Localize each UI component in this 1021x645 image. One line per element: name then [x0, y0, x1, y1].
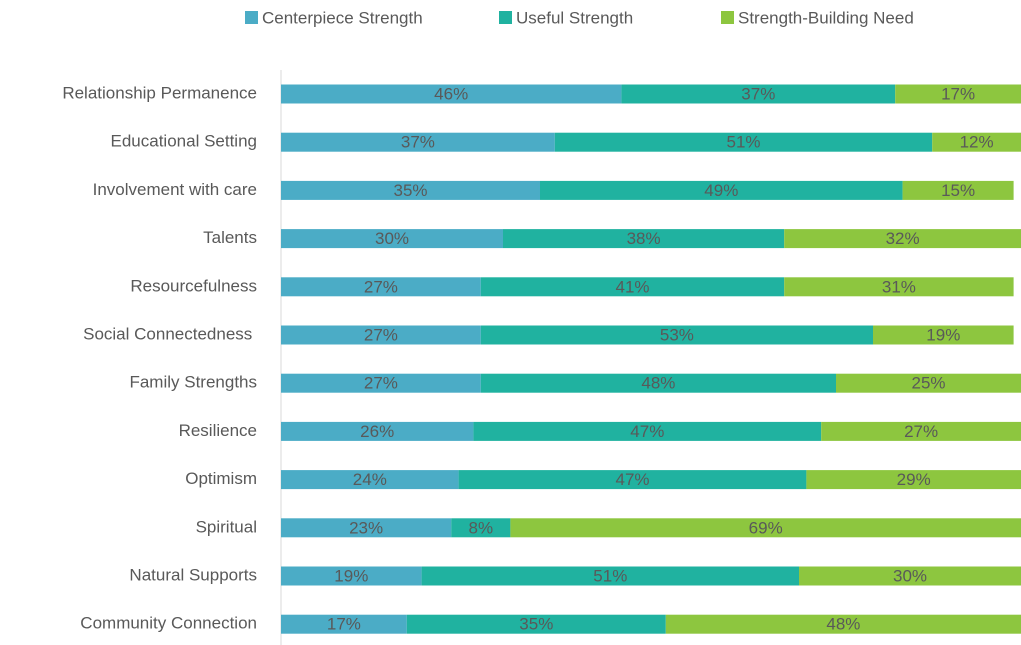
data-label: 69%: [749, 518, 783, 537]
y-tick-label: Talents: [203, 228, 257, 247]
y-tick-label: Spiritual: [196, 517, 257, 536]
data-label: 27%: [364, 277, 398, 296]
data-label: 51%: [593, 566, 627, 585]
data-label: 32%: [886, 229, 920, 248]
data-label: 19%: [334, 566, 368, 585]
data-label: 30%: [893, 566, 927, 585]
data-label: 47%: [615, 470, 649, 489]
data-label: 23%: [349, 518, 383, 537]
bar-segment: [281, 325, 481, 345]
data-label: 17%: [327, 615, 361, 634]
y-tick-label: Resourcefulness: [130, 276, 257, 295]
bar-segment: [480, 325, 873, 345]
legend-label: Strength-Building Need: [738, 8, 914, 27]
data-label: 38%: [627, 229, 661, 248]
y-tick-label: Social Connectedness: [83, 324, 257, 343]
bar-segment: [281, 566, 422, 586]
data-label: 35%: [393, 181, 427, 200]
y-tick-label: Family Strengths: [129, 373, 257, 392]
bar-segment: [784, 277, 1014, 297]
bar-segment: [281, 421, 474, 441]
data-label: 27%: [364, 374, 398, 393]
bar-segment: [281, 277, 481, 297]
data-label: 53%: [660, 325, 694, 344]
data-label: 49%: [704, 181, 738, 200]
data-label: 31%: [882, 277, 916, 296]
bar-segment: [480, 277, 785, 297]
bar-segment: [895, 84, 1021, 104]
y-tick-label: Natural Supports: [129, 565, 257, 584]
legend-label: Centerpiece Strength: [262, 8, 423, 27]
bar-segment: [480, 373, 836, 393]
data-label: 24%: [353, 470, 387, 489]
legend-label: Useful Strength: [516, 8, 633, 27]
bar-segment: [873, 325, 1014, 345]
data-label: 17%: [941, 84, 975, 103]
bar-segment: [510, 518, 1021, 538]
bar-segment: [281, 229, 503, 249]
y-tick-label: Relationship Permanence: [62, 83, 257, 102]
bar-segment: [836, 373, 1021, 393]
data-label: 8%: [469, 518, 494, 537]
data-label: 12%: [960, 133, 994, 152]
y-tick-label: Optimism: [185, 469, 257, 488]
bar-segment: [281, 132, 555, 152]
bar-segment: [784, 229, 1021, 249]
bar-segment: [281, 470, 459, 490]
data-label: 25%: [911, 374, 945, 393]
data-label: 46%: [434, 84, 468, 103]
bar-segment: [473, 421, 822, 441]
bar-segment: [451, 518, 511, 538]
bar-segment: [458, 470, 807, 490]
data-label: 19%: [926, 325, 960, 344]
data-label: 27%: [904, 422, 938, 441]
data-label: 37%: [401, 133, 435, 152]
bar-segment: [932, 132, 1021, 152]
bar-segment: [821, 421, 1021, 441]
data-label: 41%: [615, 277, 649, 296]
data-label: 26%: [360, 422, 394, 441]
data-label: 27%: [364, 325, 398, 344]
bar-segment: [281, 518, 452, 538]
y-tick-label: Community Connection: [80, 614, 257, 633]
legend-swatch: [245, 11, 258, 24]
data-label: 47%: [630, 422, 664, 441]
data-label: 37%: [741, 84, 775, 103]
legend-swatch: [721, 11, 734, 24]
bar-segment: [540, 180, 903, 200]
bar-segment: [281, 614, 407, 634]
bar-segment: [406, 614, 666, 634]
data-label: 35%: [519, 615, 553, 634]
y-tick-label: Involvement with care: [93, 180, 257, 199]
bar-segment: [554, 132, 933, 152]
bar-segment: [665, 614, 1021, 634]
data-label: 29%: [897, 470, 931, 489]
bar-segment: [799, 566, 1021, 586]
data-label: 48%: [826, 615, 860, 634]
data-label: 51%: [726, 133, 760, 152]
bar-segment: [421, 566, 799, 586]
bar-segment: [503, 229, 785, 249]
bar-segment: [281, 180, 540, 200]
bar-segment: [281, 373, 481, 393]
legend-swatch: [499, 11, 512, 24]
bar-segment: [621, 84, 896, 104]
data-label: 48%: [641, 374, 675, 393]
bar-segment: [806, 470, 1021, 490]
y-tick-label: Resilience: [179, 421, 257, 440]
data-label: 15%: [941, 181, 975, 200]
y-tick-label: Educational Setting: [111, 132, 258, 151]
bar-segment: [281, 84, 622, 104]
data-label: 30%: [375, 229, 409, 248]
bar-segment: [902, 180, 1014, 200]
